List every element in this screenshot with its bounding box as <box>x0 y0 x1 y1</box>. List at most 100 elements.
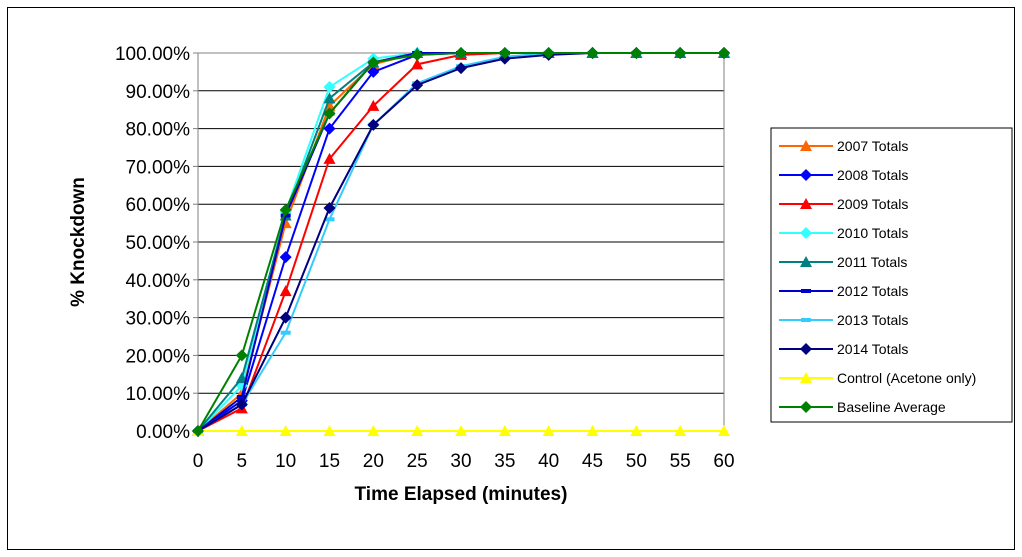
legend-label: Baseline Average <box>837 399 946 415</box>
legend-entry: 2009 Totals <box>779 196 908 212</box>
data-point <box>235 349 248 362</box>
legend-entry: 2014 Totals <box>779 341 908 357</box>
data-point <box>367 56 380 69</box>
data-point <box>542 425 555 436</box>
legend-label: 2014 Totals <box>837 341 908 357</box>
x-tick-label: 60 <box>713 451 734 472</box>
data-point <box>630 425 643 436</box>
series-9 <box>192 425 730 436</box>
x-axis-ticks: 0 5 10 15 20 25 30 35 40 45 50 55 60 <box>193 431 735 472</box>
legend-entry: Control (Acetone only) <box>779 370 976 386</box>
data-point <box>323 81 336 94</box>
data-point <box>279 311 292 324</box>
data-point <box>498 425 511 436</box>
x-tick-label: 45 <box>582 451 603 472</box>
data-point <box>498 47 511 59</box>
data-point <box>411 79 424 92</box>
data-point <box>236 394 247 399</box>
legend-label: 2008 Totals <box>837 167 908 183</box>
data-point <box>323 107 336 120</box>
y-tick-label: 10.00% <box>126 384 191 405</box>
legend-marker <box>800 372 812 383</box>
data-point <box>324 217 335 222</box>
line-chart: 0.00% 10.00% 20.00% 30.00% 40.00% 50.00% 60.00… <box>68 44 1013 505</box>
y-tick-label: 40.00% <box>126 271 191 292</box>
y-tick-label: 70.00% <box>126 157 191 178</box>
legend-marker <box>800 227 812 239</box>
legend-marker <box>801 289 811 293</box>
data-point <box>455 47 467 59</box>
y-tick-label: 100.00% <box>115 44 190 65</box>
y-tick-label: 30.00% <box>126 309 191 330</box>
y-tick-label: 0.00% <box>136 422 190 443</box>
data-point <box>323 122 336 135</box>
legend-label: Control (Acetone only) <box>837 370 976 386</box>
legend-marker <box>800 198 812 209</box>
legend-marker <box>800 169 812 181</box>
data-point <box>586 425 599 436</box>
x-tick-label: 35 <box>494 451 515 472</box>
legend-entry: 2013 Totals <box>779 312 908 328</box>
legend-label: 2007 Totals <box>837 138 908 154</box>
x-axis-title: Time Elapsed (minutes) <box>355 484 568 505</box>
legend-label: 2010 Totals <box>837 225 908 241</box>
y-axis-title: % Knockdown <box>68 177 89 307</box>
data-point <box>718 47 730 59</box>
legend-marker <box>801 318 811 322</box>
x-tick-label: 30 <box>450 451 471 472</box>
x-tick-label: 0 <box>193 451 204 472</box>
data-point <box>279 251 292 264</box>
legend-label: 2012 Totals <box>837 283 908 299</box>
data-point <box>192 425 204 437</box>
data-point <box>235 425 248 436</box>
series-lines <box>192 47 730 437</box>
data-point <box>542 47 555 59</box>
x-tick-label: 50 <box>626 451 647 472</box>
data-point <box>279 285 292 297</box>
data-point <box>411 58 424 70</box>
series-10 <box>192 47 730 437</box>
x-tick-label: 20 <box>363 451 384 472</box>
legend-label: 2011 Totals <box>837 254 907 270</box>
legend-entry: Baseline Average <box>779 399 946 415</box>
legend-marker <box>800 256 812 267</box>
data-point <box>411 425 424 436</box>
y-axis-ticks: 0.00% 10.00% 20.00% 30.00% 40.00% 50.00% 60.00… <box>115 44 198 443</box>
data-point <box>674 47 687 59</box>
legend-entry: 2007 Totals <box>779 138 908 154</box>
data-point <box>279 203 292 216</box>
data-point <box>718 425 730 436</box>
y-tick-label: 50.00% <box>126 233 191 254</box>
y-tick-label: 20.00% <box>126 346 191 367</box>
legend-entry: 2010 Totals <box>779 225 908 241</box>
data-point <box>674 425 687 436</box>
legend-entry: 2011 Totals <box>779 254 907 270</box>
x-tick-label: 55 <box>670 451 691 472</box>
chart-area: 0.00% 10.00% 20.00% 30.00% 40.00% 50.00% 60.00… <box>7 7 1015 550</box>
data-point <box>323 92 336 104</box>
legend-label: 2009 Totals <box>837 196 908 212</box>
data-point <box>455 425 467 436</box>
legend: 2007 Totals 2008 Totals 2009 Totals 2010 To… <box>770 127 1013 423</box>
data-point <box>455 62 467 75</box>
y-tick-label: 90.00% <box>126 82 191 103</box>
legend-entry: 2012 Totals <box>779 283 908 299</box>
legend-marker <box>800 401 812 413</box>
data-point <box>279 425 292 436</box>
data-point <box>235 398 248 411</box>
data-point <box>280 330 291 335</box>
x-tick-label: 10 <box>275 451 296 472</box>
data-point <box>367 99 380 111</box>
x-tick-label: 5 <box>237 451 248 472</box>
y-tick-label: 60.00% <box>126 195 191 216</box>
data-point <box>323 201 336 214</box>
x-tick-label: 15 <box>319 451 340 472</box>
data-point <box>586 47 599 59</box>
legend-entry: 2008 Totals <box>779 167 908 183</box>
legend-label: 2013 Totals <box>837 312 908 328</box>
data-point <box>367 425 380 436</box>
data-point <box>367 118 380 131</box>
x-tick-label: 25 <box>407 451 428 472</box>
legend-marker <box>800 140 812 151</box>
data-point <box>323 152 336 164</box>
